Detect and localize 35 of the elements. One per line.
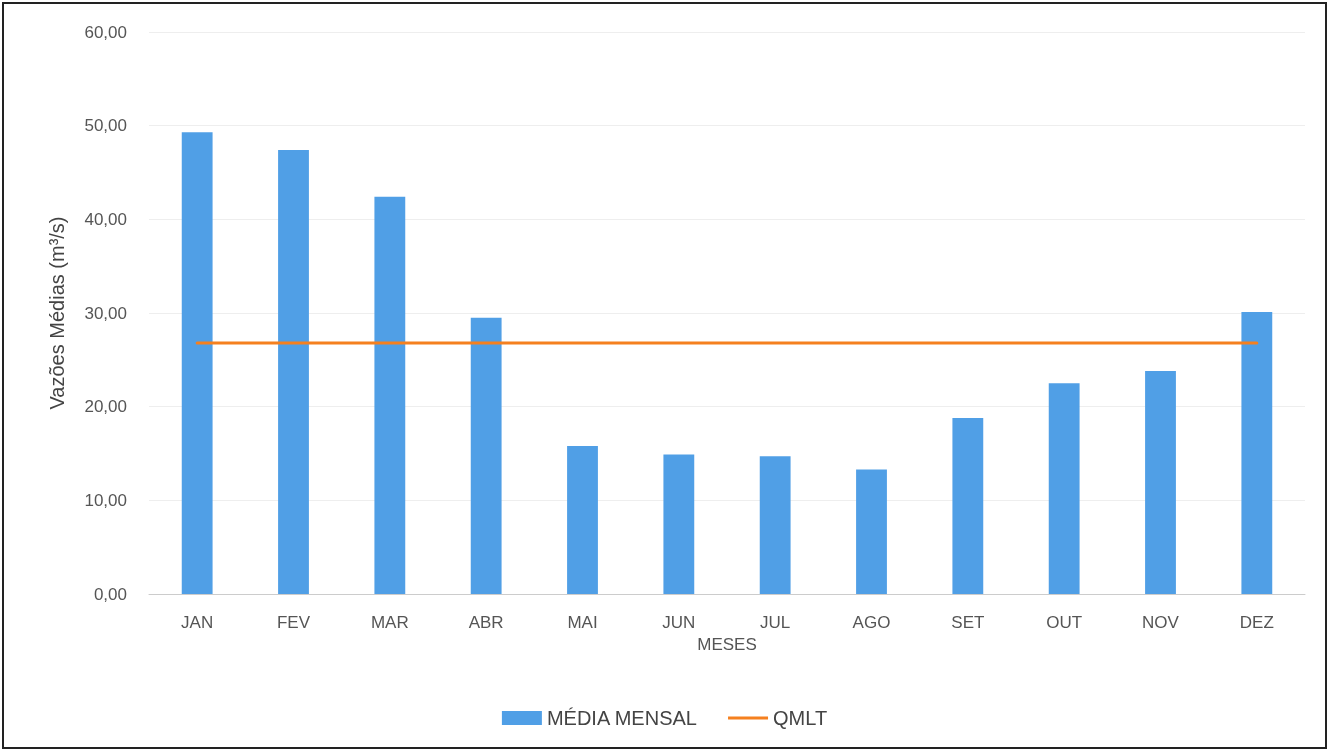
bar [952, 417, 984, 594]
x-tick-label: JAN [181, 613, 214, 632]
y-tick-label: 60,00 [84, 22, 127, 42]
bar [1048, 383, 1080, 594]
y-tick-label: 20,00 [84, 397, 127, 417]
bar [1145, 371, 1176, 594]
y-tick-label: 0,00 [93, 584, 127, 604]
bar [374, 196, 406, 594]
bar [470, 317, 502, 594]
x-tick-label: OUT [1046, 613, 1083, 632]
x-axis-title: MESES [697, 634, 757, 654]
x-tick-label: FEV [276, 613, 311, 632]
y-tick-label: 40,00 [84, 209, 127, 229]
x-tick-label: DEZ [1239, 613, 1274, 632]
bar [759, 456, 791, 594]
bar [567, 446, 598, 594]
bar [663, 454, 695, 594]
legend-label: QMLT [773, 707, 828, 729]
y-axis-title: Vazões Médias (m³/s) [46, 216, 68, 410]
bar [181, 132, 213, 594]
x-tick-label: AGO [852, 613, 891, 632]
bar [856, 469, 887, 594]
x-tick-label: MAI [567, 613, 598, 632]
x-tick-label: JUL [760, 613, 791, 632]
legend-label: MÉDIA MENSAL [546, 707, 697, 729]
y-tick-label: 50,00 [84, 116, 127, 136]
bar [1241, 312, 1273, 594]
y-tick-label: 10,00 [84, 490, 127, 510]
x-tick-label: ABR [468, 613, 504, 632]
x-tick-label: JUN [662, 613, 696, 632]
x-tick-label: MAR [370, 613, 409, 632]
x-tick-label: NOV [1142, 613, 1180, 632]
y-tick-label: 30,00 [84, 303, 127, 323]
x-tick-label: SET [951, 613, 985, 632]
bar [278, 150, 309, 594]
